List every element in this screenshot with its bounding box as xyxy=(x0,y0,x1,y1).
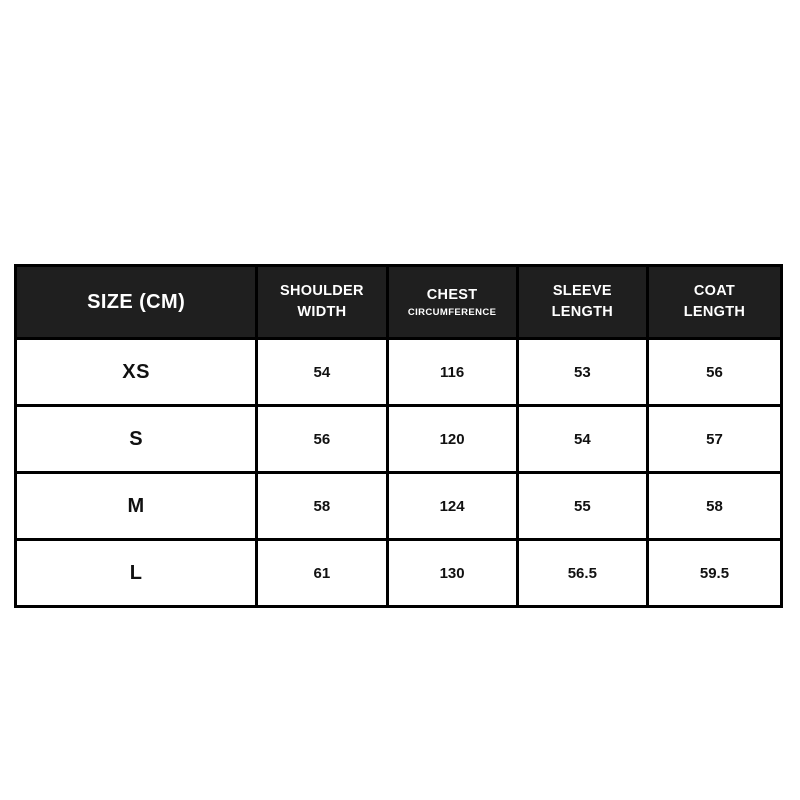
header-label-shoulder: SHOULDER xyxy=(280,282,364,299)
size-chart-table: SIZE (CM) SHOULDER WIDTH CHEST CIRCUMFER… xyxy=(13,264,784,608)
cell-coat-length: 57 xyxy=(645,404,784,474)
cell-size-label: M xyxy=(13,471,259,541)
cell-sleeve-length: 53 xyxy=(515,337,649,407)
table-row-xs: XS 54 116 53 56 xyxy=(13,337,784,407)
cell-sleeve-length: 55 xyxy=(515,471,649,541)
cell-shoulder-width: 54 xyxy=(255,337,389,407)
header-label-width: WIDTH xyxy=(297,304,347,320)
header-cell-coat-length: COAT LENGTH xyxy=(645,264,784,340)
cell-size-label: S xyxy=(13,404,259,474)
cell-coat-length: 58 xyxy=(645,471,784,541)
table-row-s: S 56 120 54 57 xyxy=(13,404,784,474)
table-body: XS 54 116 53 56 S 56 120 54 57 M 58 124 … xyxy=(13,337,784,608)
cell-coat-length: 56 xyxy=(645,337,784,407)
cell-sleeve-length: 54 xyxy=(515,404,649,474)
header-label-coat: COAT xyxy=(693,282,736,299)
table-row-m: M 58 124 55 58 xyxy=(13,471,784,541)
header-row: SIZE (CM) SHOULDER WIDTH CHEST CIRCUMFER… xyxy=(13,264,784,340)
cell-coat-length: 59.5 xyxy=(645,538,784,608)
header-label-sleeve-length: LENGTH xyxy=(551,304,614,320)
header-label-size: SIZE (CM) xyxy=(87,290,186,313)
cell-size-label: XS xyxy=(13,337,259,407)
header-cell-shoulder-width: SHOULDER WIDTH xyxy=(255,264,389,340)
cell-chest-circumference: 120 xyxy=(385,404,519,474)
cell-chest-circumference: 130 xyxy=(385,538,519,608)
cell-shoulder-width: 61 xyxy=(255,538,389,608)
cell-shoulder-width: 58 xyxy=(255,471,389,541)
cell-sleeve-length: 56.5 xyxy=(515,538,649,608)
table-header: SIZE (CM) SHOULDER WIDTH CHEST CIRCUMFER… xyxy=(13,264,784,340)
cell-chest-circumference: 124 xyxy=(385,471,519,541)
header-cell-chest-circumference: CHEST CIRCUMFERENCE xyxy=(385,264,519,340)
cell-chest-circumference: 116 xyxy=(385,337,519,407)
header-label-coat-length: LENGTH xyxy=(683,304,746,320)
cell-size-label: L xyxy=(13,538,259,608)
cell-shoulder-width: 56 xyxy=(255,404,389,474)
header-label-sleeve: SLEEVE xyxy=(552,282,612,299)
table-row-l: L 61 130 56.5 59.5 xyxy=(13,538,784,608)
header-label-chest: CHEST xyxy=(426,286,478,303)
header-cell-size: SIZE (CM) xyxy=(13,264,259,340)
header-cell-sleeve-length: SLEEVE LENGTH xyxy=(515,264,649,340)
header-label-circumference: CIRCUMFERENCE xyxy=(407,306,497,318)
